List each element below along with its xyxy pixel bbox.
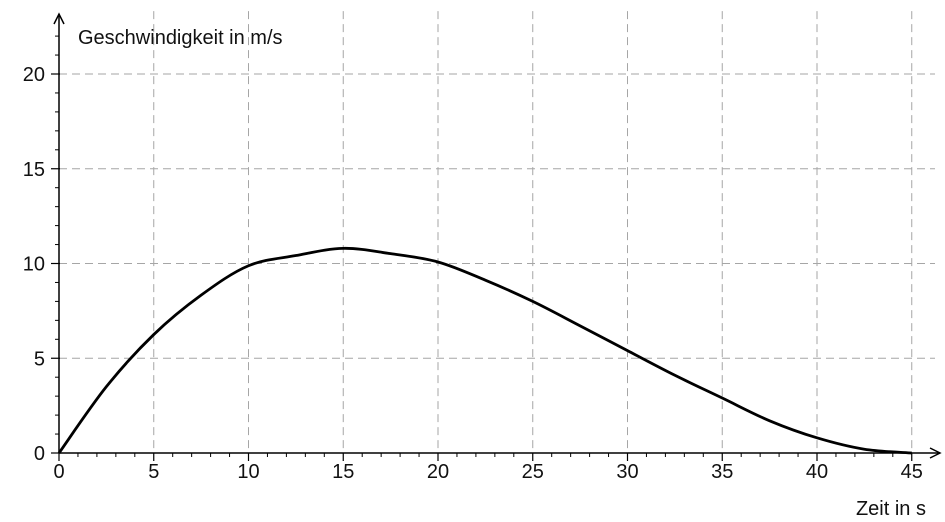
x-axis-label: Zeit in s bbox=[856, 498, 926, 520]
x-tick-label: 35 bbox=[711, 461, 733, 483]
y-axis-label: Geschwindigkeit in m/s bbox=[78, 27, 283, 49]
y-axis-arrow bbox=[53, 12, 65, 25]
y-tick-label: 0 bbox=[34, 443, 45, 465]
y-tick-label: 5 bbox=[34, 348, 45, 370]
grid bbox=[59, 11, 935, 453]
ticks bbox=[51, 35, 913, 461]
x-tick-label: 40 bbox=[806, 461, 828, 483]
axes bbox=[53, 12, 942, 459]
y-tick-label: 10 bbox=[23, 254, 45, 276]
x-tick-label: 30 bbox=[616, 461, 638, 483]
x-tick-label: 20 bbox=[427, 461, 449, 483]
x-tick-label: 5 bbox=[148, 461, 159, 483]
x-tick-label: 0 bbox=[53, 461, 64, 483]
y-tick-label: 20 bbox=[23, 64, 45, 86]
x-tick-label: 45 bbox=[901, 461, 923, 483]
x-tick-label: 10 bbox=[237, 461, 259, 483]
x-axis-arrow bbox=[929, 447, 942, 459]
tick-labels: 0 5 10 15 20 0 5 10 15 20 25 30 35 40 45 bbox=[23, 64, 923, 483]
series-line bbox=[57, 246, 912, 455]
y-tick-label: 15 bbox=[23, 159, 45, 181]
x-tick-label: 25 bbox=[522, 461, 544, 483]
x-tick-label: 15 bbox=[332, 461, 354, 483]
